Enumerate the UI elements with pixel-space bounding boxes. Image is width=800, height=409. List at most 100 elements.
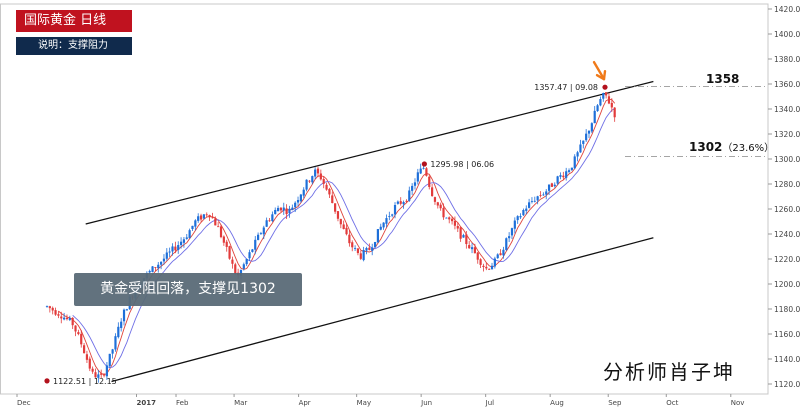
candle-body bbox=[470, 247, 474, 250]
candle-body bbox=[248, 252, 251, 259]
candle-body bbox=[587, 130, 591, 134]
candle-body bbox=[516, 216, 519, 221]
candle-body bbox=[382, 222, 385, 228]
candle-body bbox=[251, 249, 254, 252]
candle-body bbox=[322, 179, 325, 184]
candle-body bbox=[325, 184, 328, 190]
y-tick-label: 1260.00 bbox=[774, 205, 800, 214]
y-tick-label: 1300.00 bbox=[774, 155, 800, 164]
candle-body bbox=[496, 254, 499, 259]
candle-body bbox=[393, 205, 397, 215]
x-tick-label: May bbox=[357, 399, 371, 407]
annotation-dot bbox=[602, 84, 608, 90]
candle-body bbox=[316, 168, 320, 174]
candle-body bbox=[596, 105, 599, 112]
candle-body bbox=[157, 264, 160, 269]
candle-body bbox=[505, 238, 508, 250]
candle-body bbox=[80, 333, 83, 345]
support-level-label: 1302（23.6%） bbox=[689, 139, 774, 154]
x-tick-label: Sep bbox=[608, 399, 622, 407]
annotation-dot bbox=[44, 378, 50, 384]
candle-body bbox=[222, 236, 225, 243]
candle-body bbox=[151, 266, 154, 273]
candle-body bbox=[376, 229, 380, 243]
y-tick-label: 1220.00 bbox=[774, 255, 800, 264]
candle-body bbox=[388, 216, 391, 217]
candle-body bbox=[328, 188, 331, 195]
y-tick-label: 1180.00 bbox=[774, 305, 800, 314]
candle-body bbox=[265, 220, 268, 227]
candle-body bbox=[522, 209, 525, 216]
candle-body bbox=[77, 332, 80, 335]
candle-body bbox=[525, 208, 528, 211]
candle-body bbox=[422, 167, 425, 169]
candle-body bbox=[399, 201, 402, 204]
candle-body bbox=[54, 310, 57, 315]
candle-body bbox=[117, 326, 120, 338]
candle-body bbox=[68, 318, 71, 320]
candle-body bbox=[294, 202, 297, 208]
candle-body bbox=[385, 218, 388, 224]
candle-body bbox=[490, 265, 494, 270]
candle-body bbox=[513, 220, 516, 229]
candle-body bbox=[488, 268, 491, 270]
candle-body bbox=[179, 241, 183, 246]
candle-body bbox=[71, 317, 74, 326]
y-tick-label: 1320.00 bbox=[774, 130, 800, 139]
candle-body bbox=[65, 317, 69, 320]
candle-body bbox=[254, 239, 257, 250]
candle-body bbox=[425, 168, 428, 176]
candle-body bbox=[442, 207, 445, 218]
candle-body bbox=[445, 217, 448, 219]
candle-body bbox=[556, 176, 559, 184]
y-tick-label: 1380.00 bbox=[774, 55, 800, 64]
x-tick-label: 2017 bbox=[137, 399, 157, 407]
candle-body bbox=[465, 234, 468, 245]
candle-body bbox=[342, 224, 345, 230]
candle-body bbox=[553, 184, 556, 187]
candle-body bbox=[479, 259, 482, 265]
candle-body bbox=[519, 216, 522, 218]
candle-body bbox=[63, 317, 66, 320]
candle-body bbox=[208, 214, 211, 218]
candle-body bbox=[359, 253, 362, 259]
candle-body bbox=[285, 208, 288, 215]
peak-arrow-head bbox=[595, 69, 607, 81]
candle-body bbox=[482, 265, 485, 268]
candle-body bbox=[291, 207, 294, 210]
candle-body bbox=[168, 251, 171, 253]
candle-body bbox=[279, 207, 283, 211]
candle-body bbox=[205, 214, 208, 216]
candle-body bbox=[373, 242, 377, 248]
candle-body bbox=[576, 152, 579, 157]
candle-body bbox=[530, 201, 534, 202]
candle-body bbox=[485, 266, 488, 269]
candle-body bbox=[502, 249, 505, 256]
candle-body bbox=[217, 226, 220, 228]
support-level-value: 1302 bbox=[689, 140, 723, 154]
candle-body bbox=[88, 358, 91, 369]
x-tick-label: Jul bbox=[485, 399, 495, 407]
channel-line-lower bbox=[111, 237, 654, 383]
candle-body bbox=[339, 218, 342, 225]
chart-grid bbox=[0, 3, 769, 395]
x-tick-label: Oct bbox=[666, 399, 678, 407]
candle-body bbox=[259, 233, 263, 234]
candle-body bbox=[413, 182, 417, 186]
candle-body bbox=[197, 216, 200, 221]
candle-body bbox=[593, 110, 596, 124]
candle-body bbox=[60, 316, 63, 319]
candle-body bbox=[345, 227, 348, 235]
chart-title: 国际黄金 日线 bbox=[16, 10, 132, 32]
candle-body bbox=[125, 309, 128, 311]
candle-body bbox=[262, 227, 265, 235]
candle-body bbox=[599, 99, 602, 106]
candle-body bbox=[177, 245, 180, 250]
candle-body bbox=[365, 247, 368, 251]
candle-body bbox=[51, 307, 54, 311]
candle-body bbox=[276, 207, 280, 212]
candle-body bbox=[590, 123, 593, 132]
candle-body bbox=[154, 267, 157, 268]
candle-body bbox=[74, 325, 77, 332]
candle-body bbox=[433, 197, 437, 202]
